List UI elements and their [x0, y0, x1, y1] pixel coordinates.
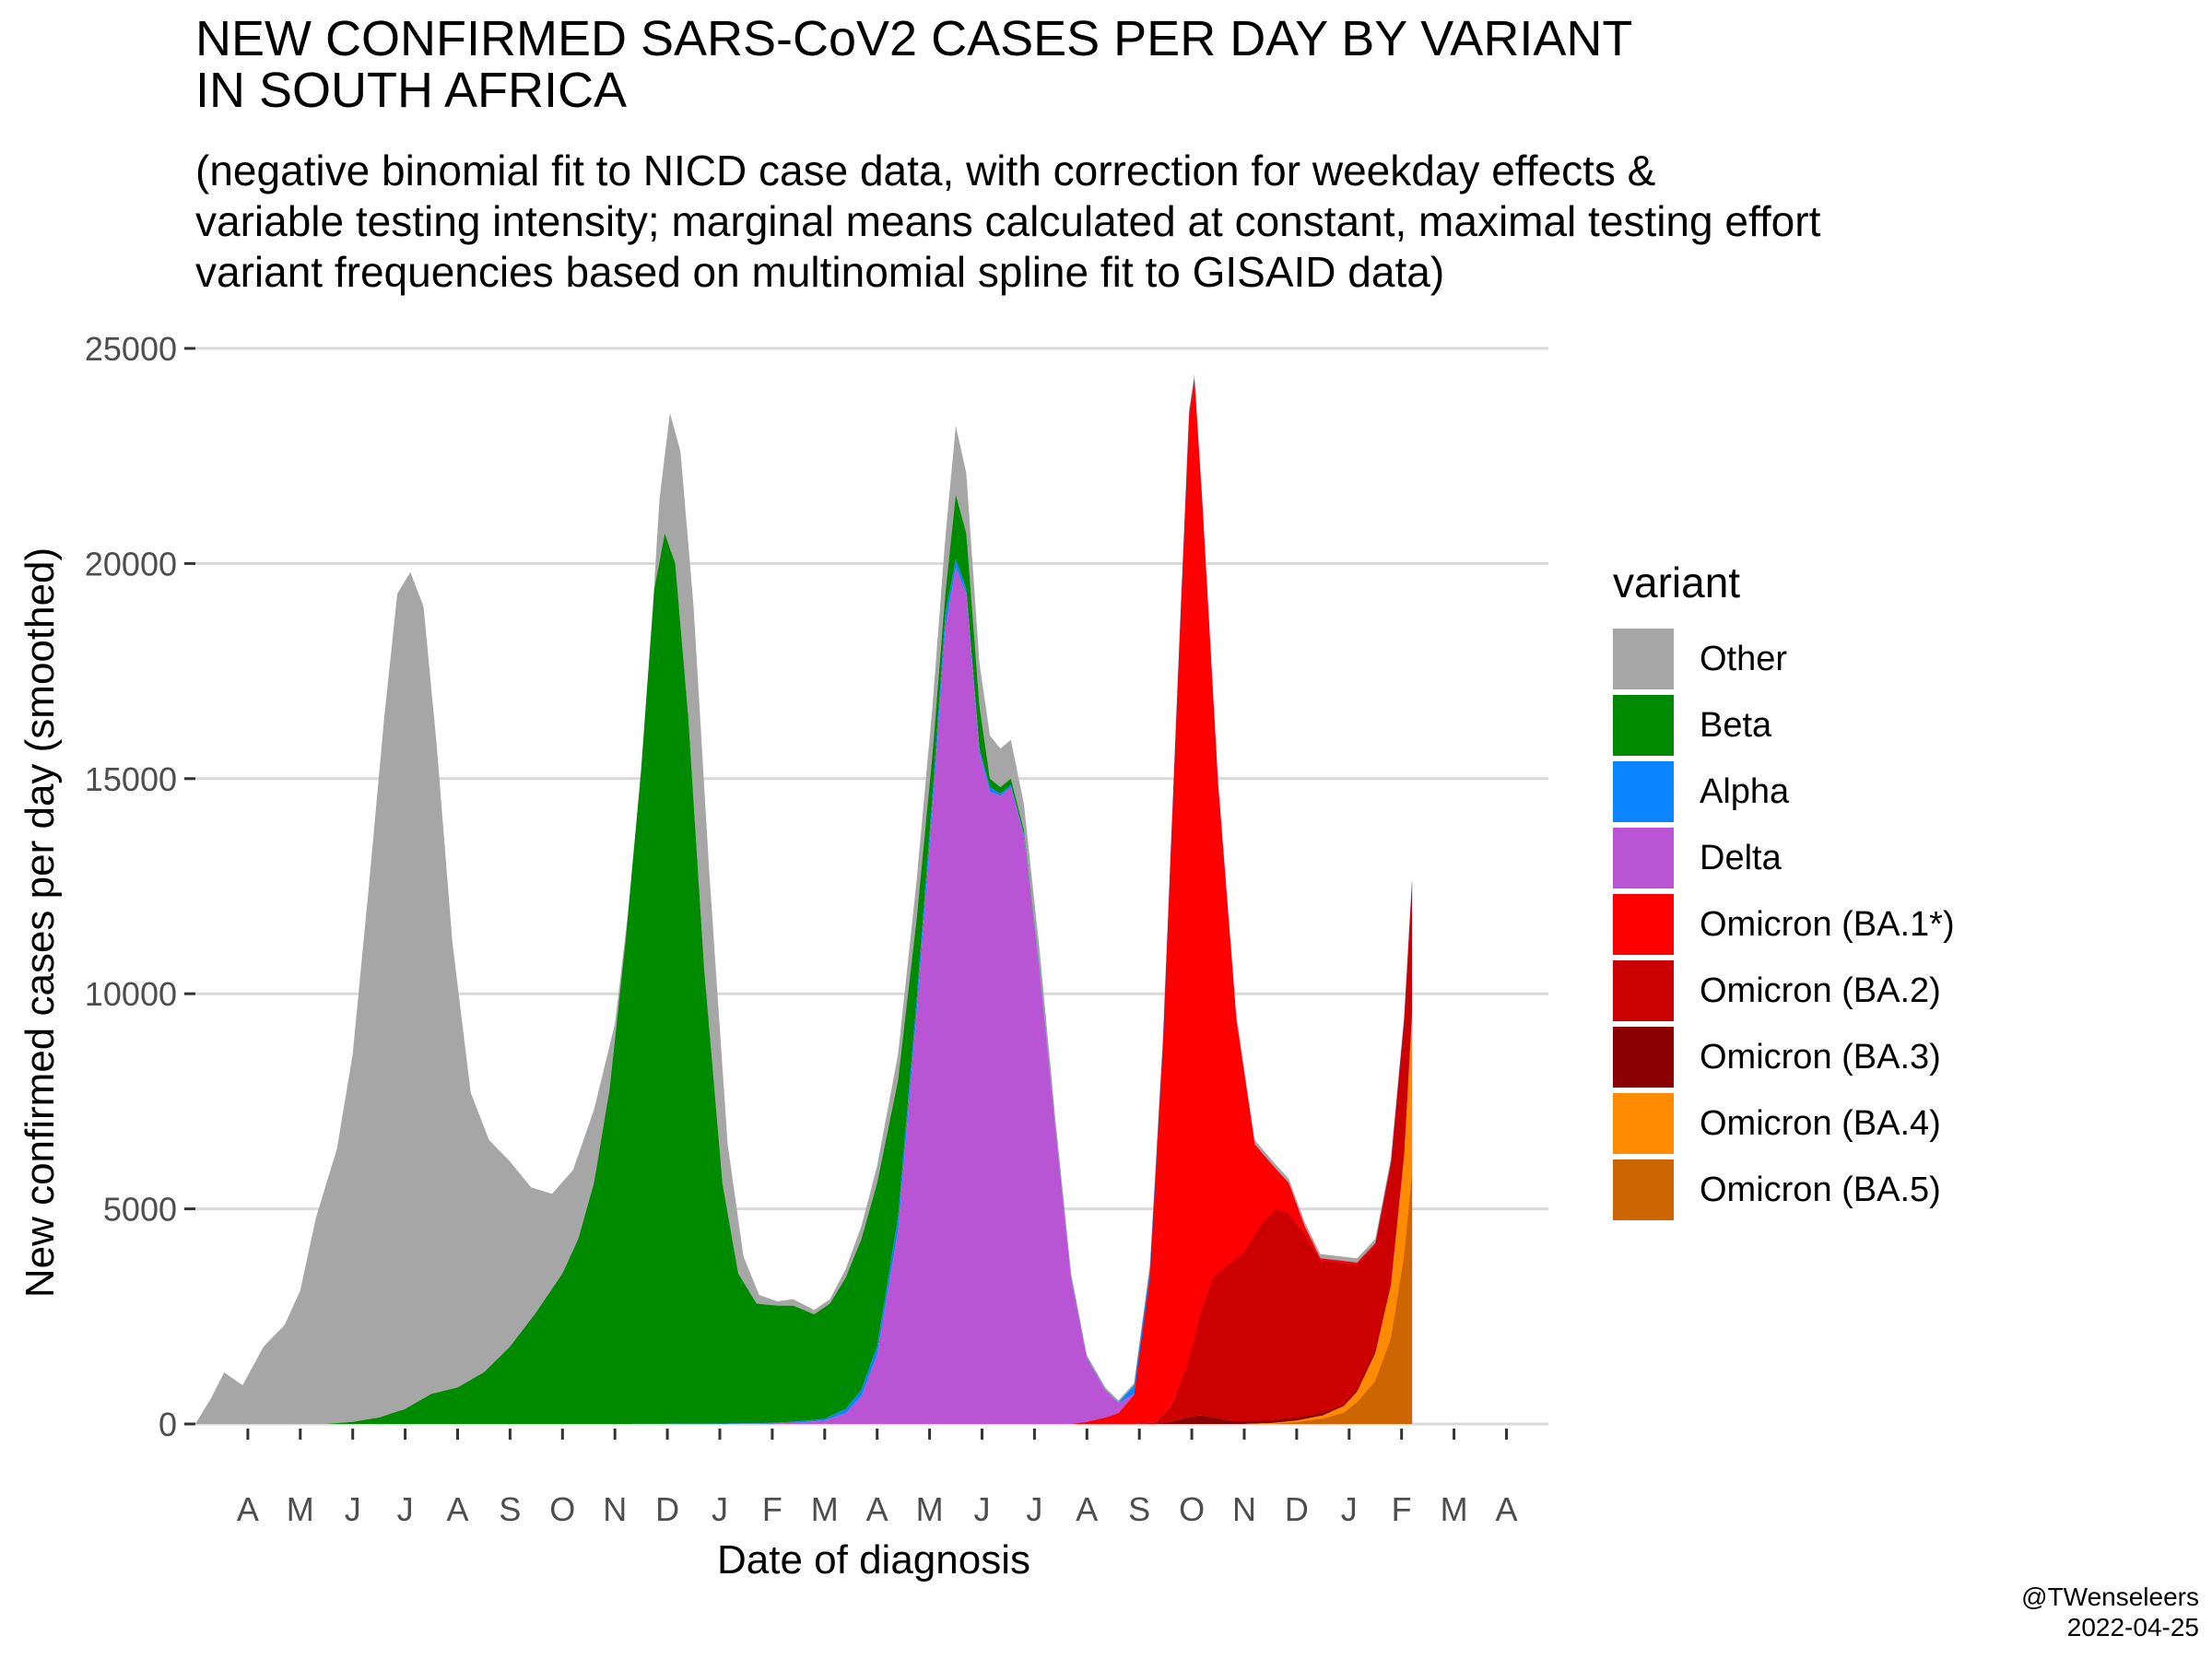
- legend-label: Other: [1700, 639, 1788, 678]
- y-tick-label: 20000: [85, 545, 177, 582]
- x-tick-label: A: [866, 1490, 888, 1528]
- x-tick-label: F: [762, 1490, 782, 1528]
- y-axis: 0 5000 10000 15000 20000 25000: [85, 330, 195, 1443]
- legend-key-swatch: [1613, 1027, 1674, 1088]
- legend-label: Omicron (BA.1*): [1700, 904, 1955, 944]
- legend-item: Omicron (BA.2): [1613, 958, 1955, 1024]
- x-tick-label: D: [1285, 1490, 1309, 1528]
- legend-key-swatch: [1613, 695, 1674, 756]
- x-axis-label: Date of diagnosis: [717, 1537, 1030, 1583]
- legend-label: Omicron (BA.2): [1700, 971, 1941, 1010]
- legend-item: Beta: [1613, 692, 1955, 759]
- x-tick-label: J: [1341, 1490, 1358, 1528]
- credit: @TWenseleers 2022-04-25: [2021, 1582, 2199, 1642]
- x-tick-label: M: [811, 1490, 839, 1528]
- area-omicron-ba-2: [195, 884, 1413, 1424]
- legend-label: Omicron (BA.3): [1700, 1037, 1941, 1077]
- legend-title: variant: [1613, 559, 1741, 606]
- y-tick-label: 5000: [103, 1191, 177, 1229]
- legend-key-swatch: [1613, 960, 1674, 1021]
- x-tick-label: N: [603, 1490, 627, 1528]
- chart-subtitle-line-2: variable testing intensity; marginal mea…: [195, 197, 1821, 245]
- area-other: [195, 374, 1413, 1424]
- x-tick-label: A: [1495, 1490, 1517, 1528]
- legend-item: Delta: [1613, 825, 1955, 891]
- x-tick-label: J: [712, 1490, 728, 1528]
- chart-subtitle-line-1: (negative binomial fit to NICD case data…: [195, 147, 1656, 194]
- legend-item: Omicron (BA.1*): [1613, 891, 1955, 958]
- x-tick-label: J: [397, 1490, 414, 1528]
- y-tick-label: 10000: [85, 975, 177, 1013]
- legend-label: Omicron (BA.5): [1700, 1170, 1941, 1209]
- x-tick-label: M: [1441, 1490, 1468, 1528]
- legend-key-swatch: [1613, 894, 1674, 955]
- x-tick-label: J: [1026, 1490, 1042, 1528]
- legend-item: Omicron (BA.3): [1613, 1024, 1955, 1090]
- x-tick-label: S: [499, 1490, 521, 1528]
- legend-item: Other: [1613, 626, 1955, 692]
- legend-key-swatch: [1613, 629, 1674, 689]
- credit-handle: @TWenseleers: [2021, 1583, 2199, 1611]
- legend-key-swatch: [1613, 1159, 1674, 1220]
- legend: variant Other Beta Alpha Delta Omicron (BA.1…: [1613, 558, 1955, 1223]
- legend-item: Omicron (BA.4): [1613, 1090, 1955, 1157]
- x-tick-label: J: [345, 1490, 361, 1528]
- legend-label: Alpha: [1700, 771, 1790, 811]
- legend-label: Omicron (BA.4): [1700, 1103, 1941, 1143]
- x-tick-label: A: [237, 1490, 259, 1528]
- x-tick-label: D: [655, 1490, 679, 1528]
- legend-item: Omicron (BA.5): [1613, 1157, 1955, 1223]
- x-tick-label: M: [287, 1490, 314, 1528]
- x-tick-label: O: [1179, 1490, 1205, 1528]
- credit-date: 2022-04-25: [2066, 1613, 2199, 1641]
- legend-key-swatch: [1613, 828, 1674, 888]
- chart-title-line-2: IN SOUTH AFRICA: [195, 63, 628, 118]
- chart-title-line-1: NEW CONFIRMED SARS-CoV2 CASES PER DAY BY…: [195, 11, 1633, 66]
- legend-key-swatch: [1613, 1093, 1674, 1154]
- x-tick-label: M: [916, 1490, 944, 1528]
- x-tick-label: A: [1076, 1490, 1098, 1528]
- legend-key-swatch: [1613, 761, 1674, 822]
- x-tick-label: F: [1392, 1490, 1412, 1528]
- x-tick-label: N: [1232, 1490, 1256, 1528]
- x-tick-label: J: [973, 1490, 990, 1528]
- legend-label: Delta: [1700, 838, 1782, 877]
- x-tick-label: S: [1128, 1490, 1150, 1528]
- chart-subtitle: (negative binomial fit to NICD case data…: [195, 146, 1820, 298]
- legend-items: Other Beta Alpha Delta Omicron (BA.1*) Omicro…: [1613, 626, 1955, 1223]
- legend-label: Beta: [1700, 705, 1772, 745]
- legend-item: Alpha: [1613, 759, 1955, 825]
- x-tick-label: O: [549, 1490, 575, 1528]
- chart-subtitle-line-3: variant frequencies based on multinomial…: [195, 248, 1445, 296]
- y-axis-label: New confirmed cases per day (smoothed): [18, 547, 63, 1298]
- y-tick-label: 25000: [85, 330, 177, 368]
- series-areas: [195, 374, 1413, 1425]
- y-tick-label: 15000: [85, 760, 177, 798]
- chart-title: NEW CONFIRMED SARS-CoV2 CASES PER DAY BY…: [195, 13, 1632, 116]
- x-tick-label: A: [446, 1490, 468, 1528]
- y-tick-label: 0: [159, 1406, 177, 1443]
